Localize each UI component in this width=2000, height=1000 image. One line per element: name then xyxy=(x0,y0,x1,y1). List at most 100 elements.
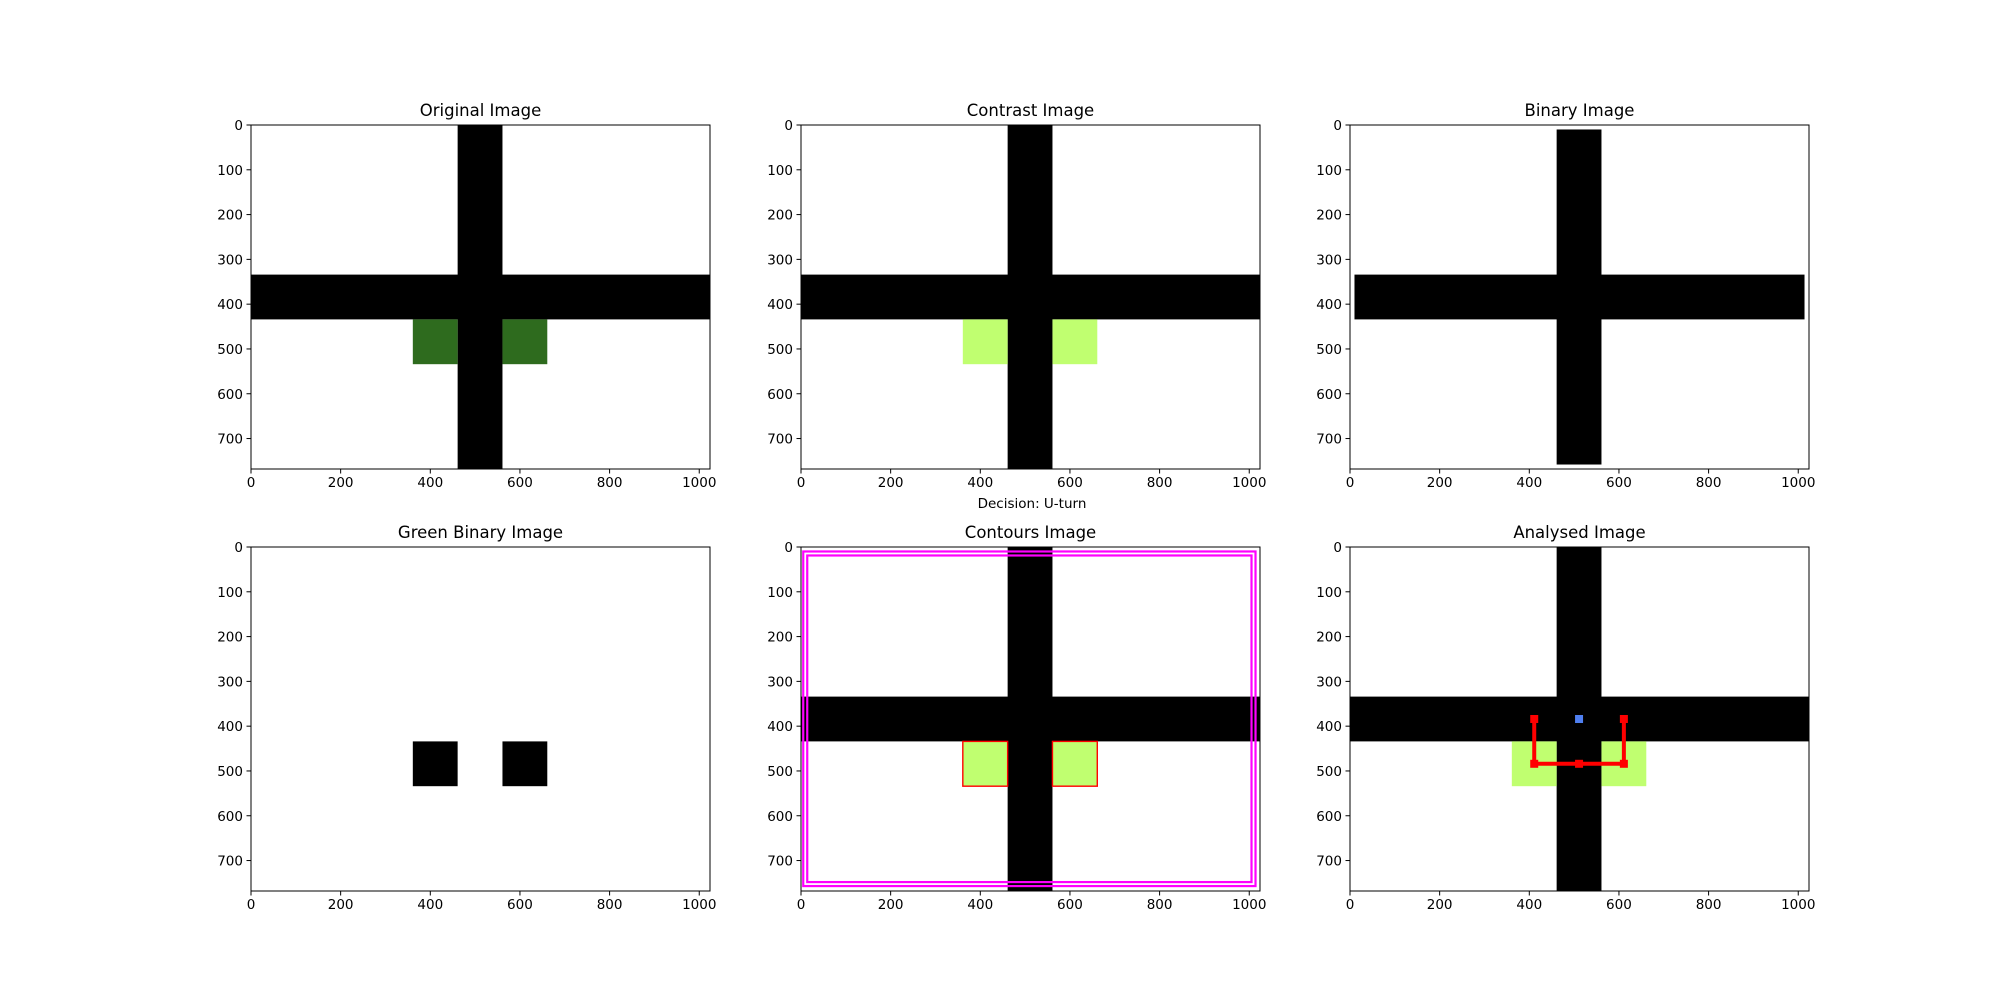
y-tick-label: 500 xyxy=(217,342,243,358)
green-blob-right xyxy=(502,741,548,787)
y-tick-label: 500 xyxy=(1316,342,1342,358)
y-tick-label: 600 xyxy=(767,809,793,825)
green-blob-left xyxy=(412,741,458,787)
y-tick-label: 200 xyxy=(1316,208,1342,224)
x-tick-label: 600 xyxy=(1606,475,1632,491)
y-tick-label: 200 xyxy=(767,208,793,224)
y-tick-label: 500 xyxy=(1316,764,1342,780)
contours-image-title: Contours Image xyxy=(965,523,1096,542)
analysed-image-panel: Analysed Image 0 200 400 600 800 1000 0 100 200 30… xyxy=(1316,523,1815,913)
y-tick-label: 500 xyxy=(767,342,793,358)
binary-image-panel: Binary Image 0 200 400 600 800 1000 0 100 200 300 4… xyxy=(1316,101,1815,491)
y-tick-label: 600 xyxy=(1316,387,1342,403)
original-image-image xyxy=(251,125,710,469)
y-tick-label: 400 xyxy=(1316,297,1342,313)
x-tick-label: 1000 xyxy=(1781,475,1815,491)
x-tick-label: 0 xyxy=(247,475,256,491)
green-marker-left xyxy=(962,319,1008,365)
analysis-path-point xyxy=(1530,715,1539,723)
x-tick-label: 400 xyxy=(417,897,443,913)
x-tick-label: 400 xyxy=(417,475,443,491)
x-tick-label: 600 xyxy=(507,897,533,913)
green-contour-right xyxy=(1051,740,1098,787)
y-tick-label: 300 xyxy=(1316,252,1342,268)
x-tick-label: 1000 xyxy=(1232,897,1266,913)
x-tick-label: 1000 xyxy=(682,897,716,913)
contours-image-panel: Contours Image 0 200 400 600 800 1000 0 100 200 30… xyxy=(767,523,1266,913)
x-tick-label: 200 xyxy=(1427,897,1453,913)
x-tick-label: 800 xyxy=(1147,475,1173,491)
analysed-image-title: Analysed Image xyxy=(1513,523,1645,542)
green-marker-right xyxy=(1052,319,1098,365)
green-marker-left xyxy=(412,319,458,365)
y-tick-label: 100 xyxy=(767,163,793,179)
x-tick-label: 800 xyxy=(1696,475,1722,491)
y-tick-label: 100 xyxy=(1316,585,1342,601)
y-tick-label: 200 xyxy=(767,630,793,646)
green-binary-image-background xyxy=(251,547,710,891)
x-tick-label: 200 xyxy=(878,475,904,491)
y-tick-label: 400 xyxy=(217,719,243,735)
contrast-image-image xyxy=(801,125,1260,469)
decision-text: Decision: U-turn xyxy=(978,496,1087,512)
x-tick-label: 800 xyxy=(597,475,623,491)
x-tick-label: 800 xyxy=(1147,897,1173,913)
y-tick-label: 700 xyxy=(217,854,243,870)
x-tick-label: 200 xyxy=(328,897,354,913)
x-tick-label: 400 xyxy=(1516,897,1542,913)
horizontal-line xyxy=(801,696,1260,742)
original-image-frame xyxy=(250,124,711,470)
horizontal-line xyxy=(251,274,710,320)
x-tick-label: 200 xyxy=(1427,475,1453,491)
y-tick-label: 700 xyxy=(767,854,793,870)
green-marker-left xyxy=(962,741,1008,787)
green-contour-left xyxy=(962,740,1009,787)
y-tick-label: 400 xyxy=(767,719,793,735)
green-binary-image-frame xyxy=(250,546,711,892)
x-tick-label: 600 xyxy=(1606,897,1632,913)
y-tick-label: 700 xyxy=(1316,854,1342,870)
y-tick-label: 0 xyxy=(1333,540,1342,556)
y-tick-label: 600 xyxy=(217,387,243,403)
analysis-path-point xyxy=(1575,759,1584,768)
y-tick-label: 0 xyxy=(784,118,793,134)
y-tick-label: 400 xyxy=(1316,719,1342,735)
contrast-image-title: Contrast Image xyxy=(967,101,1094,120)
binary-image-title: Binary Image xyxy=(1525,101,1635,120)
y-tick-label: 600 xyxy=(217,809,243,825)
original-image-title: Original Image xyxy=(420,101,542,120)
green-marker-right xyxy=(1052,741,1098,787)
y-tick-label: 300 xyxy=(217,674,243,690)
analysed-image-image xyxy=(1350,547,1809,891)
y-tick-label: 0 xyxy=(234,540,243,556)
horizontal-line xyxy=(1354,274,1805,320)
line-contour xyxy=(806,554,1253,884)
x-tick-label: 800 xyxy=(597,897,623,913)
y-tick-label: 600 xyxy=(767,387,793,403)
x-tick-label: 800 xyxy=(1696,897,1722,913)
y-tick-label: 200 xyxy=(217,208,243,224)
x-tick-label: 400 xyxy=(1516,475,1542,491)
contours-image-frame xyxy=(800,546,1261,892)
y-tick-label: 300 xyxy=(1316,674,1342,690)
green-binary-image-panel: Green Binary Image 0 200 400 600 800 1000 0 100 2… xyxy=(217,523,716,913)
analysis-path-point xyxy=(1619,715,1628,723)
binary-image-frame xyxy=(1349,124,1810,470)
line-contour xyxy=(802,550,1257,888)
binary-image-image xyxy=(1350,125,1809,469)
center-point xyxy=(1575,715,1584,723)
contours-image-image xyxy=(801,547,1260,891)
y-tick-label: 100 xyxy=(217,585,243,601)
analysis-path-point xyxy=(1530,759,1539,768)
x-tick-label: 0 xyxy=(797,897,806,913)
y-tick-label: 100 xyxy=(1316,163,1342,179)
x-tick-label: 600 xyxy=(1057,475,1083,491)
y-tick-label: 700 xyxy=(767,432,793,448)
y-tick-label: 0 xyxy=(1333,118,1342,134)
x-tick-label: 1000 xyxy=(1781,897,1815,913)
x-tick-label: 400 xyxy=(967,475,993,491)
y-tick-label: 200 xyxy=(1316,630,1342,646)
x-tick-label: 600 xyxy=(1057,897,1083,913)
x-tick-label: 0 xyxy=(1346,475,1355,491)
